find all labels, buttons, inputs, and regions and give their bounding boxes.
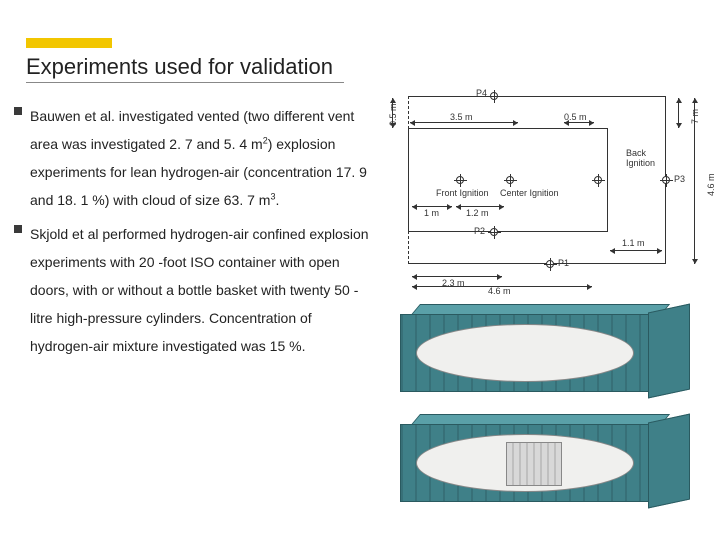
accent-bar — [26, 38, 112, 48]
dim-1m — [412, 206, 452, 207]
container-cutout — [416, 324, 634, 382]
vdim-7m — [678, 98, 679, 128]
dim-label: 0.5 m — [388, 103, 398, 126]
dim-3-5m — [410, 122, 518, 123]
label-center-ignition: Center Ignition — [500, 188, 559, 198]
label-p2: P2 — [474, 226, 485, 236]
point-front-ignition — [456, 176, 464, 184]
dim-label: 7 m — [690, 109, 700, 124]
container-empty — [400, 304, 690, 396]
point-p2 — [490, 228, 498, 236]
point-p1 — [546, 260, 554, 268]
point-p3 — [662, 176, 670, 184]
dim-label: 1.1 m — [622, 238, 645, 248]
label-p3: P3 — [674, 174, 685, 184]
label-back-ignition: Back Ignition — [626, 148, 666, 168]
point-p4 — [490, 92, 498, 100]
label-p4: P4 — [476, 88, 487, 98]
container-door — [648, 414, 690, 509]
slide-title: Experiments used for validation — [26, 54, 344, 83]
bullet-text: Bauwen et al. investigated vented (two d… — [30, 102, 374, 214]
vdim-4-6m — [694, 98, 695, 264]
container-door — [648, 304, 690, 399]
bullet-square-icon — [14, 107, 22, 115]
label-front-ignition: Front Ignition — [436, 188, 489, 198]
bullet-list: Bauwen et al. investigated vented (two d… — [14, 102, 374, 366]
bottle-basket — [506, 442, 562, 486]
dim-label: 0.5 m — [564, 112, 587, 122]
container-figures — [400, 304, 710, 524]
dim-label: 4.6 m — [488, 286, 511, 296]
dim-0-5m-top — [564, 122, 594, 123]
bullet-text: Skjold et al performed hydrogen-air conf… — [30, 220, 374, 360]
label-p1: P1 — [558, 258, 569, 268]
point-back-ignition — [594, 176, 602, 184]
dim-label: 4.6 m — [706, 173, 716, 196]
bullet-square-icon — [14, 225, 22, 233]
dim-label: 1.2 m — [466, 208, 489, 218]
dim-2-3m — [412, 276, 502, 277]
bullet-item: Skjold et al performed hydrogen-air conf… — [14, 220, 374, 360]
schematic-diagram: P4 Front Ignition Center Ignition Back I… — [378, 86, 708, 290]
dim-label: 3.5 m — [450, 112, 473, 122]
dim-1-1m — [610, 250, 662, 251]
dim-1-2m — [456, 206, 504, 207]
dim-label: 1 m — [424, 208, 439, 218]
container-with-basket — [400, 414, 690, 506]
point-center-ignition — [506, 176, 514, 184]
bullet-item: Bauwen et al. investigated vented (two d… — [14, 102, 374, 214]
